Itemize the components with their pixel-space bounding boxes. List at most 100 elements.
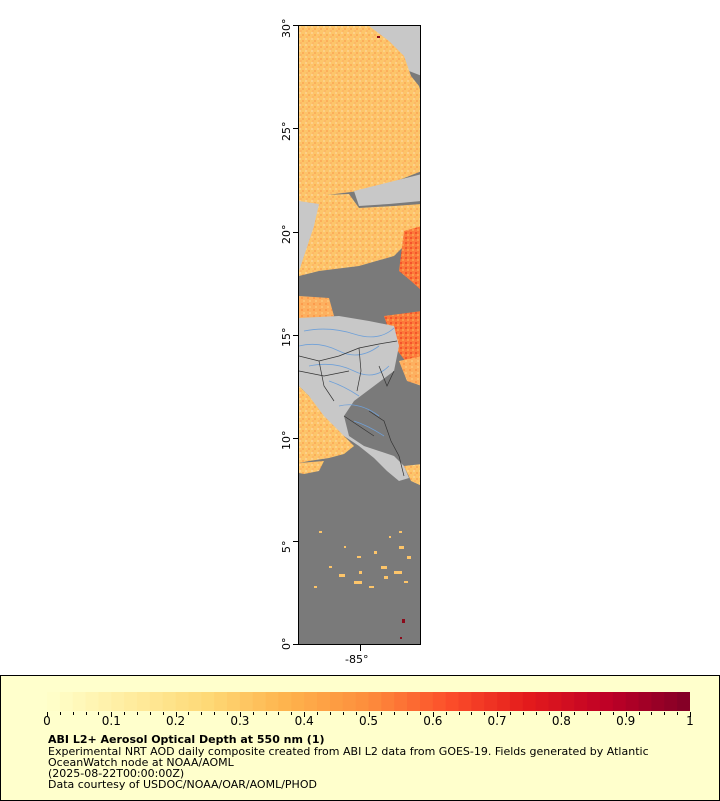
- colorbar-tick-label: 0.8: [551, 714, 571, 728]
- colorbar-segment: [381, 692, 395, 711]
- legend-description-cont: OceanWatch node at NOAA/AOML: [48, 756, 234, 769]
- colorbar-minor-tick: [509, 712, 511, 715]
- colorbar-minor-tick: [201, 712, 203, 715]
- colorbar-segment: [278, 692, 292, 711]
- colorbar-minor-tick: [162, 712, 164, 715]
- colorbar-minor-tick: [522, 712, 524, 715]
- colorbar-segment: [638, 692, 653, 711]
- colorbar-segment: [188, 692, 202, 711]
- land-central: [299, 316, 409, 481]
- legend-panel: ABI L2+ Aerosol Optical Depth at 550 nm …: [0, 675, 720, 801]
- colorbar: [47, 692, 690, 711]
- colorbar-minor-tick: [72, 712, 74, 715]
- colorbar-minor-tick: [381, 712, 383, 715]
- colorbar-segment: [162, 692, 177, 711]
- aerosol-plume-mid: [299, 194, 420, 276]
- colorbar-segment: [317, 692, 331, 711]
- lat-tick: [293, 25, 298, 26]
- colorbar-minor-tick: [574, 712, 576, 715]
- high-aod-dots: [377, 36, 405, 639]
- lat-label: 15°: [280, 327, 293, 348]
- colorbar-segment: [484, 692, 498, 711]
- legend-timestamp: (2025-08-22T00:00:00Z): [48, 767, 185, 780]
- colorbar-minor-tick: [329, 712, 331, 715]
- colorbar-tick: [47, 712, 48, 717]
- colorbar-tick-label: 0.5: [358, 714, 379, 728]
- colorbar-minor-tick: [59, 712, 61, 715]
- colorbar-segment: [394, 692, 408, 711]
- aerosol-patch-red: [384, 311, 420, 366]
- colorbar-minor-tick: [85, 712, 87, 715]
- colorbar-segment: [432, 692, 447, 711]
- borders: [299, 340, 405, 477]
- lat-tick: [293, 232, 298, 233]
- map-frame[interactable]: [298, 25, 421, 645]
- colorbar-tick-label: 0.2: [166, 714, 186, 728]
- colorbar-segment: [535, 692, 550, 711]
- colorbar-tick: [432, 712, 434, 717]
- colorbar-minor-tick: [252, 712, 254, 715]
- colorbar-minor-tick: [278, 712, 280, 715]
- colorbar-segment: [72, 692, 87, 711]
- colorbar-tick: [239, 712, 241, 717]
- lat-tick: [293, 335, 298, 336]
- rivers: [299, 327, 395, 437]
- colorbar-segment: [445, 692, 460, 711]
- colorbar-segment: [85, 692, 100, 711]
- lat-tick: [293, 128, 298, 129]
- colorbar-minor-tick: [587, 712, 589, 715]
- colorbar-segment: [98, 692, 112, 711]
- colorbar-tick: [497, 712, 499, 717]
- colorbar-minor-tick: [677, 712, 679, 715]
- colorbar-segment: [561, 692, 575, 711]
- colorbar-segment: [407, 692, 421, 711]
- colorbar-segment: [664, 692, 678, 711]
- legend-title: ABI L2+ Aerosol Optical Depth at 550 nm …: [48, 733, 325, 746]
- colorbar-segment: [342, 692, 357, 711]
- colorbar-segment: [124, 692, 138, 711]
- colorbar-segment: [677, 692, 690, 711]
- colorbar-segment: [471, 692, 485, 711]
- colorbar-minor-tick: [188, 712, 190, 715]
- colorbar-minor-tick: [214, 712, 216, 715]
- colorbar-segment: [227, 692, 241, 711]
- lat-label: 5°: [280, 540, 293, 554]
- aerosol-west: [299, 386, 354, 463]
- colorbar-minor-tick: [265, 712, 267, 715]
- lat-label: 25°: [280, 121, 293, 142]
- colorbar-segment: [497, 692, 511, 711]
- lat-tick: [293, 644, 298, 645]
- colorbar-minor-tick: [638, 712, 640, 715]
- colorbar-minor-tick: [664, 712, 666, 715]
- colorbar-tick: [561, 712, 563, 717]
- colorbar-minor-tick: [651, 712, 653, 715]
- colorbar-segment: [137, 692, 151, 711]
- colorbar-segment: [47, 692, 61, 711]
- colorbar-segment: [252, 692, 267, 711]
- colorbar-segment: [355, 692, 370, 711]
- colorbar-segment: [651, 692, 665, 711]
- colorbar-tick-label: 0.9: [616, 714, 636, 728]
- aerosol-coast: [404, 464, 420, 486]
- colorbar-minor-tick: [471, 712, 473, 715]
- land-mid: [354, 174, 420, 206]
- colorbar-minor-tick: [355, 712, 357, 715]
- colorbar-segment: [587, 692, 601, 711]
- colorbar-minor-tick: [137, 712, 139, 715]
- colorbar-minor-tick: [291, 712, 293, 715]
- colorbar-tick-label: 0.6: [423, 714, 443, 728]
- colorbar-tick-label: 0.4: [294, 714, 314, 728]
- colorbar-minor-tick: [445, 712, 447, 715]
- aerosol-flecks: [314, 531, 411, 588]
- colorbar-segment: [329, 692, 344, 711]
- colorbar-segment: [419, 692, 434, 711]
- colorbar-segment: [59, 692, 74, 711]
- colorbar-segment: [149, 692, 164, 711]
- aerosol-plume-east: [399, 226, 420, 290]
- colorbar-segment: [291, 692, 305, 711]
- colorbar-minor-tick: [342, 712, 344, 715]
- lat-tick: [293, 438, 298, 439]
- colorbar-segment: [509, 692, 524, 711]
- colorbar-segment: [548, 692, 562, 711]
- colorbar-minor-tick: [149, 712, 151, 715]
